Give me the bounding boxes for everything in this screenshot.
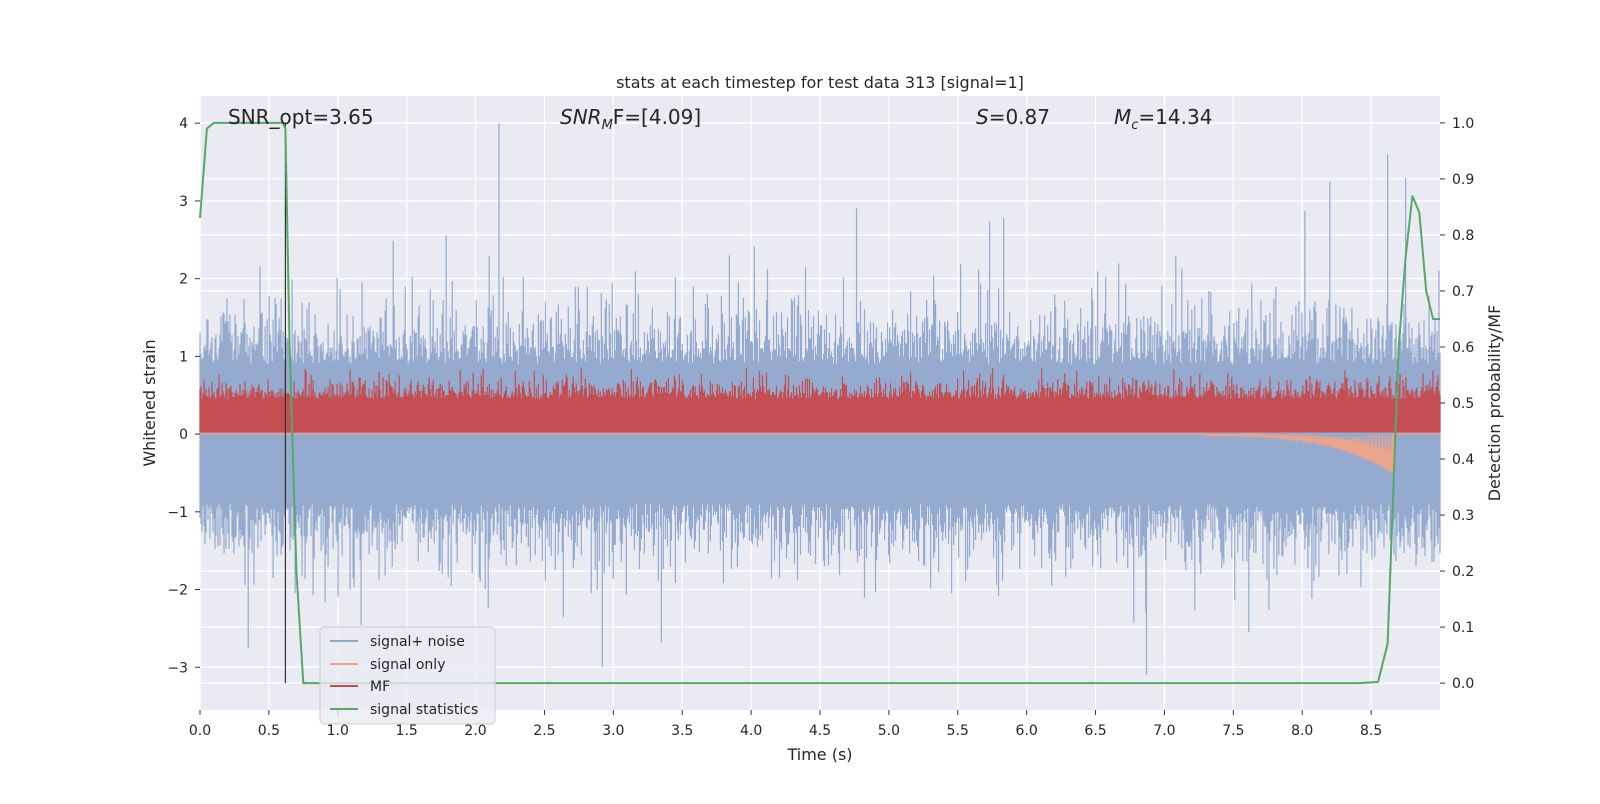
y-left-axis-label: Whitened strain <box>140 339 159 466</box>
signal-statistics-line <box>199 121 1440 685</box>
y-right-tick-label-1: 0.1 <box>1452 620 1474 636</box>
x-axis-ticks: 0.0 0.5 1.0 1.5 2.0 2.5 3.0 3.5 4.0 4.5 5.0 5.5 6.0 6… <box>189 710 1382 739</box>
x-tick-label-8: 4.0 <box>740 723 762 739</box>
x-tick-label-9: 4.5 <box>809 723 831 739</box>
annotation-s-value: =0.87 <box>989 105 1050 129</box>
x-tick-label-7: 3.5 <box>671 723 693 739</box>
x-tick-label-17: 8.5 <box>1360 723 1382 739</box>
annotation-mc: Mc=14.34 <box>1114 105 1212 133</box>
y-right-tick-label-7: 0.7 <box>1452 284 1474 300</box>
y-right-axis-label: Detection probability/MF <box>1485 305 1504 502</box>
y-left-tick-label-0: −3 <box>167 660 188 676</box>
x-tick-label-11: 5.5 <box>947 723 969 739</box>
y-left-tick-label-1: −2 <box>167 583 188 599</box>
x-tick-label-13: 6.5 <box>1084 723 1106 739</box>
x-tick-label-10: 5.0 <box>878 723 900 739</box>
x-tick-label-16: 8.0 <box>1291 723 1313 739</box>
y-right-tick-label-4: 0.4 <box>1452 452 1474 468</box>
y-left-axis-ticks: −3 −2 −1 0 1 2 3 4 <box>167 116 200 676</box>
y-right-tick-label-0: 0.0 <box>1452 676 1474 692</box>
y-right-tick-label-3: 0.3 <box>1452 508 1474 524</box>
legend-label-signal-noise: signal+ noise <box>370 634 465 650</box>
annotation-snr-mf: SNRMF=[4.09] <box>560 105 701 133</box>
annotation-snr-mf-sub: M <box>602 118 613 133</box>
y-right-tick-label-2: 0.2 <box>1452 564 1474 580</box>
x-tick-label-14: 7.0 <box>1153 723 1175 739</box>
y-left-tick-label-3: 0 <box>179 427 188 443</box>
x-tick-label-4: 2.0 <box>464 723 486 739</box>
x-tick-label-6: 3.0 <box>602 723 624 739</box>
y-left-tick-label-2: −1 <box>167 505 188 521</box>
x-tick-label-2: 1.0 <box>327 723 349 739</box>
x-tick-label-3: 1.5 <box>396 723 418 739</box>
y-right-axis-ticks: 0.0 0.1 0.2 0.3 0.4 0.5 0.6 0.7 0.8 0.9 1.0 <box>1440 116 1474 692</box>
y-right-tick-label-6: 0.6 <box>1452 340 1474 356</box>
y-left-tick-label-5: 2 <box>179 272 188 288</box>
y-right-tick-label-9: 0.9 <box>1452 172 1474 188</box>
y-left-tick-label-4: 1 <box>179 349 188 365</box>
signal-only-trace <box>200 431 1440 473</box>
series-signal-only <box>200 431 1440 473</box>
y-right-tick-label-10: 1.0 <box>1452 116 1474 132</box>
y-right-tick-label-8: 0.8 <box>1452 228 1474 244</box>
series-mf <box>199 368 1441 433</box>
legend-box <box>319 626 496 725</box>
y-left-tick-label-6: 3 <box>179 194 188 210</box>
x-tick-label-0: 0.0 <box>189 723 211 739</box>
annotation-snr-mf-tail: F=[4.09] <box>613 105 701 129</box>
legend-label-signal-statistics: signal statistics <box>370 702 478 718</box>
annotation-s: S=0.87 <box>976 105 1050 129</box>
annotation-mc-sub: c <box>1131 118 1138 133</box>
chart-title: stats at each timestep for test data 313… <box>616 73 1024 92</box>
x-axis-label: Time (s) <box>786 745 852 764</box>
series-signal-statistics <box>199 121 1440 685</box>
annotation-mc-base: M <box>1114 105 1131 129</box>
y-left-tick-label-7: 4 <box>179 116 188 132</box>
x-tick-label-5: 2.5 <box>533 723 555 739</box>
legend-label-signal-only: signal only <box>370 657 445 673</box>
x-tick-label-15: 7.5 <box>1222 723 1244 739</box>
annotation-snr-opt: SNR_opt=3.65 <box>228 105 374 129</box>
annotation-mc-value: =14.34 <box>1138 105 1212 129</box>
legend-label-mf: MF <box>370 679 390 695</box>
y-right-tick-label-5: 0.5 <box>1452 396 1474 412</box>
x-tick-label-1: 0.5 <box>258 723 280 739</box>
annotation-snr-mf-base: SNR <box>560 105 602 129</box>
annotation-s-label: S <box>976 105 989 129</box>
legend: signal+ noise signal only MF signal stat… <box>319 626 496 725</box>
mf-trace <box>199 368 1441 433</box>
x-tick-label-12: 6.0 <box>1016 723 1038 739</box>
